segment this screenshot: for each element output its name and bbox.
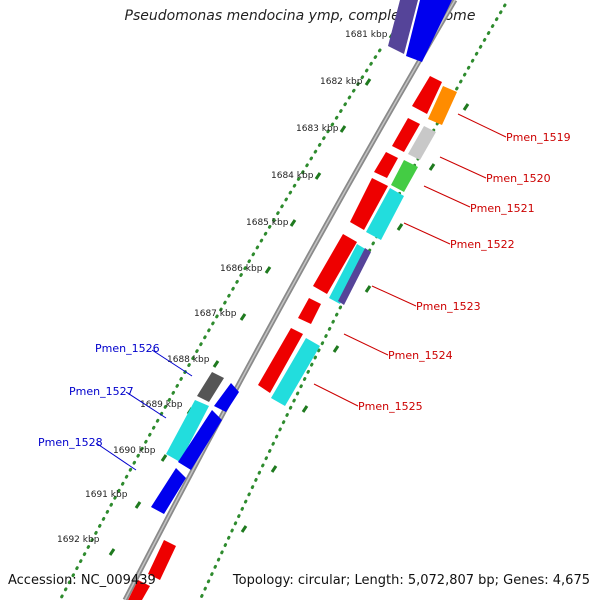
gene-arrow xyxy=(329,244,367,304)
tick-label: 1688 kbp xyxy=(167,355,210,365)
forward-strand-genes xyxy=(128,0,457,600)
tick-label: 1685 kbp xyxy=(246,218,289,228)
map-title: Pseudomonas mendocina ymp, complete geno… xyxy=(124,8,476,24)
gene-arrow xyxy=(128,580,150,600)
gene-arrow xyxy=(313,234,357,294)
tick-label: 1687 kbp xyxy=(194,309,237,319)
tick-label: 1686 kbp xyxy=(220,264,263,274)
gene-arrow xyxy=(391,160,418,192)
tick-label: 1691 kbp xyxy=(85,490,128,500)
gene-arrow xyxy=(271,338,320,406)
gene-arrow xyxy=(197,372,224,402)
tick-label: 1683 kbp xyxy=(296,124,339,134)
tick-label: 1690 kbp xyxy=(113,446,156,456)
gene-arrow xyxy=(298,298,321,324)
gene-arrow xyxy=(148,540,176,580)
gene-label: Pmen_1527 xyxy=(69,385,134,398)
gene-label: Pmen_1524 xyxy=(388,349,453,362)
gene-label: Pmen_1522 xyxy=(450,238,515,251)
gene-arrow xyxy=(338,248,371,305)
gene-arrow xyxy=(214,383,239,412)
tick-label: 1689 kbp xyxy=(140,400,183,410)
gene-label: Pmen_1520 xyxy=(486,172,551,185)
gene-arrow xyxy=(366,188,404,240)
accession-label: Accession: NC_009439 xyxy=(8,573,156,588)
gene-arrow xyxy=(412,76,442,114)
gene-arrow xyxy=(258,328,303,393)
gene-arrow xyxy=(178,410,222,470)
gene-arrow xyxy=(350,178,388,230)
tick-label: 1684 kbp xyxy=(271,171,314,181)
inner-dotted-ring xyxy=(198,3,507,600)
gene-arrow xyxy=(428,86,457,125)
gene-label: Pmen_1526 xyxy=(95,342,160,355)
gene-arrow xyxy=(406,0,452,62)
leader-lines xyxy=(95,113,507,471)
gene-arrow xyxy=(388,0,418,54)
tick-label: 1681 kbp xyxy=(345,30,388,40)
genome-backbone xyxy=(122,0,458,600)
tick-label: 1682 kbp xyxy=(320,77,363,87)
gene-label: Pmen_1528 xyxy=(38,436,103,449)
gene-label: Pmen_1523 xyxy=(416,300,481,313)
gene-label: Pmen_1521 xyxy=(470,202,535,215)
gene-arrow xyxy=(408,126,436,160)
gene-label: Pmen_1519 xyxy=(506,131,571,144)
gene-arrow xyxy=(374,152,398,178)
genome-summary: Topology: circular; Length: 5,072,807 bp… xyxy=(232,573,590,588)
outer-dotted-ring xyxy=(58,48,382,600)
reverse-strand-genes xyxy=(151,372,239,514)
gene-arrow xyxy=(166,400,209,462)
gene-arrow xyxy=(151,468,186,514)
gene-label: Pmen_1525 xyxy=(358,400,423,413)
tick-label: 1692 kbp xyxy=(57,535,100,545)
gene-arrow xyxy=(392,118,420,152)
